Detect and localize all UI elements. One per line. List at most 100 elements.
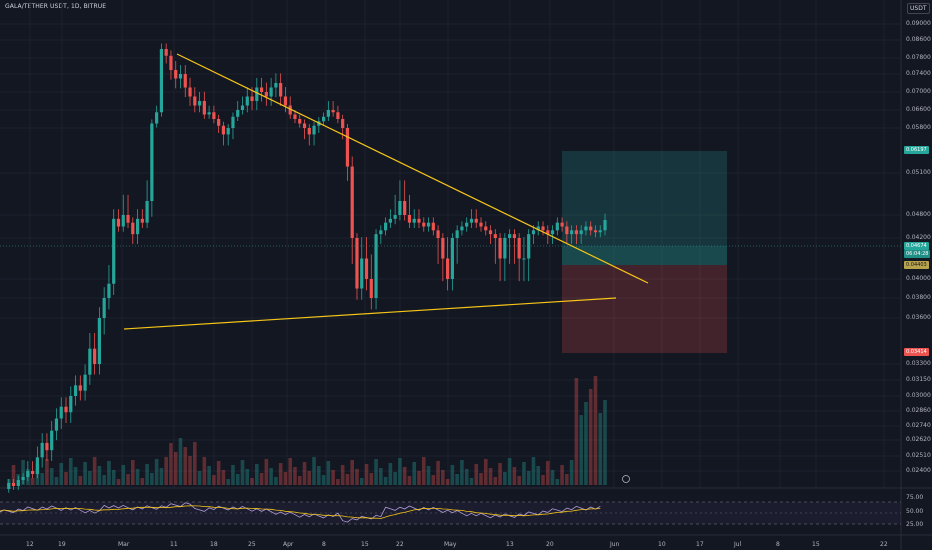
candle-body — [345, 128, 350, 167]
volume-bar — [398, 458, 402, 485]
price-tick-label: 0.02400 — [906, 467, 931, 474]
candle-body — [283, 96, 288, 106]
candle-body — [384, 222, 388, 231]
volume-bar — [78, 476, 83, 485]
volume-bar — [45, 459, 49, 485]
volume-bar — [302, 462, 307, 485]
volume-bar — [30, 478, 35, 485]
candle-body — [589, 226, 593, 231]
volume-bar — [488, 468, 493, 485]
candle-body — [59, 406, 63, 419]
price-tick-label: 0.03000 — [906, 392, 931, 399]
price-tick-label: 0.08600 — [906, 36, 931, 43]
volume-bar — [164, 457, 168, 485]
volume-bar — [598, 413, 603, 485]
price-tick-label: 0.02510 — [906, 452, 931, 459]
time-tick-label: Mar — [118, 541, 130, 548]
volume-bar — [293, 467, 297, 485]
candle-body — [159, 49, 164, 113]
candle-body — [565, 226, 569, 235]
candle-body — [450, 238, 454, 279]
current-price-label: 0.04674 — [904, 242, 929, 250]
time-tick-label: 25 — [248, 541, 256, 548]
volume-bar — [584, 402, 588, 485]
price-tick-label: 0.02860 — [906, 407, 931, 414]
candle-body — [279, 83, 283, 97]
price-tick-label: 0.04200 — [906, 234, 931, 241]
volume-bar — [278, 463, 283, 485]
candle-body — [207, 112, 211, 115]
candle-body — [97, 318, 101, 364]
candle-body — [393, 215, 397, 219]
candle-body — [522, 258, 526, 260]
descending-trendline — [176, 53, 649, 284]
candle-body — [26, 471, 30, 477]
volume-bar — [126, 474, 130, 485]
volume-bar — [326, 461, 331, 485]
volume-bar — [145, 464, 149, 485]
price-tick-label: 0.05100 — [906, 169, 931, 176]
volume-bar — [135, 469, 140, 485]
volume-bar — [245, 469, 250, 485]
time-tick-label: 8 — [322, 541, 326, 548]
candle-body — [40, 442, 44, 458]
candle-body — [331, 110, 335, 113]
volume-bar — [83, 462, 87, 485]
volume-bar — [426, 466, 431, 485]
volume-bar — [16, 474, 21, 485]
candle-body — [536, 226, 540, 231]
candle-body — [31, 471, 35, 474]
rsi-ma-line — [0, 505, 601, 519]
volume-bar — [407, 476, 412, 485]
candle-body — [217, 119, 221, 126]
volume-bar — [216, 461, 221, 485]
profit-zone-near — [562, 246, 727, 265]
entry-price-label: 0.04403 — [904, 261, 929, 269]
volume-bar — [197, 471, 202, 485]
candle-body — [364, 258, 369, 279]
volume-bar — [88, 471, 92, 485]
volume-bar — [541, 475, 545, 485]
candle-body — [541, 226, 545, 231]
volume-bar — [531, 457, 536, 485]
candle-body — [407, 215, 412, 223]
volume-bar — [250, 478, 254, 485]
candle-body — [178, 74, 183, 79]
candle-body — [155, 112, 159, 124]
volume-bar — [536, 466, 541, 485]
candle-body — [121, 215, 125, 227]
candle-body — [288, 105, 292, 115]
price-tick-label: 0.02740 — [906, 422, 931, 429]
volume-bar — [169, 443, 173, 485]
price-tick-label: 0.03300 — [906, 360, 931, 367]
symbol-title[interactable]: GALA/TETHER USDT, 1D, BITRUE — [5, 3, 107, 10]
volume-bar — [569, 460, 574, 485]
candle-body — [550, 230, 555, 235]
candle-body — [135, 218, 140, 235]
candle-body — [598, 230, 602, 233]
stop-price-label: 0.03414 — [904, 348, 929, 356]
candle-body — [107, 283, 111, 298]
currency-button[interactable]: USDT — [907, 3, 930, 14]
volume-bar — [240, 460, 245, 485]
volume-bar — [517, 476, 521, 485]
time-tick-label: 10 — [658, 541, 666, 548]
volume-bar — [259, 473, 264, 485]
volume-bar — [159, 468, 164, 485]
time-tick-label: 18 — [210, 541, 218, 548]
volume-bar — [64, 472, 68, 485]
volume-bar — [574, 378, 579, 485]
candle-body — [259, 87, 264, 92]
candle-body — [350, 166, 354, 238]
volume-bar — [555, 479, 560, 485]
time-tick-label: 22 — [880, 541, 888, 548]
volume-bar — [336, 479, 340, 485]
volume-bar — [455, 474, 459, 485]
candle-body — [240, 105, 245, 110]
candle-body — [169, 55, 173, 70]
rsi-level-label: 25.00 — [906, 521, 924, 528]
profit-zone — [562, 151, 727, 246]
volume-bar — [593, 376, 598, 485]
